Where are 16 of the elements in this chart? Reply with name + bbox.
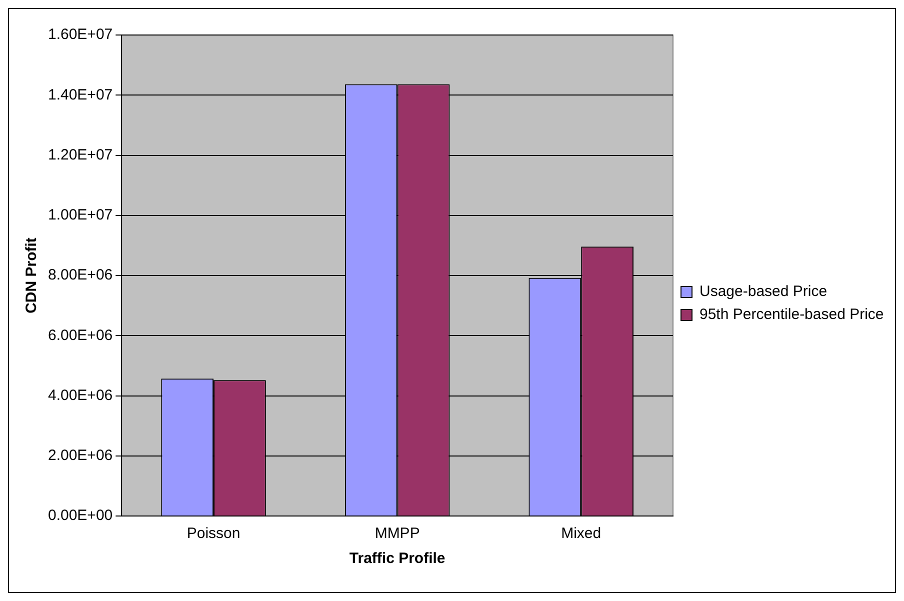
y-tick-label: 2.00E+06 — [48, 447, 113, 464]
y-tick-label: 1.60E+07 — [48, 26, 113, 44]
y-tick-label: 1.00E+07 — [48, 206, 113, 224]
x-tick-label: Poisson — [186, 525, 240, 542]
x-axis-title: Traffic Profile — [349, 550, 446, 568]
y-tick-label: 8.00E+06 — [48, 266, 113, 284]
y-tick-label: 1.20E+07 — [48, 146, 113, 164]
legend-label: Usage-based Price — [700, 283, 828, 300]
y-axis-title: CDN Profit — [23, 238, 40, 314]
legend-label: 95th Percentile-based Price — [700, 306, 884, 324]
y-tick-label: 0.00E+00 — [48, 507, 113, 524]
x-tick-label: MMPP — [374, 525, 420, 542]
y-tick-label: 1.40E+07 — [48, 86, 113, 104]
y-tick-label: 4.00E+06 — [48, 386, 113, 404]
x-tick-label: Mixed — [561, 525, 602, 542]
y-tick-label: 6.00E+06 — [48, 326, 113, 344]
